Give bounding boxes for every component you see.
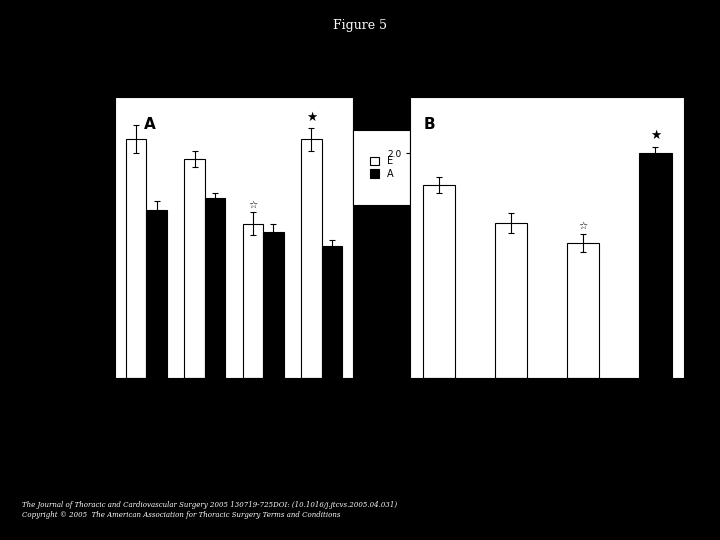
Text: ★: ★ xyxy=(649,129,661,142)
Bar xyxy=(495,223,527,378)
X-axis label: Time after banding (days): Time after banding (days) xyxy=(466,402,629,411)
Bar xyxy=(322,246,342,378)
Text: Copyright © 2005  The American Association for Thoracic Surgery Terms and Condit: Copyright © 2005 The American Associatio… xyxy=(22,511,340,519)
Y-axis label: E/A ratio: E/A ratio xyxy=(372,211,382,265)
Bar xyxy=(204,198,225,378)
Bar xyxy=(301,139,322,378)
Text: B: B xyxy=(424,117,436,132)
Text: A: A xyxy=(144,117,156,132)
Bar xyxy=(126,139,146,378)
Text: Figure 5: Figure 5 xyxy=(333,19,387,32)
X-axis label: Time after banding (days): Time after banding (days) xyxy=(153,402,315,411)
Bar xyxy=(423,185,455,378)
Text: ★: ★ xyxy=(306,111,317,124)
Bar xyxy=(567,243,600,378)
Bar xyxy=(639,153,672,378)
Text: ☆: ☆ xyxy=(579,221,588,231)
Y-axis label: Velocity (cm/s): Velocity (cm/s) xyxy=(73,191,84,284)
Bar xyxy=(264,232,284,378)
Text: ☆: ☆ xyxy=(248,199,258,210)
Text: The Journal of Thoracic and Cardiovascular Surgery 2005 130719-725DOI: (10.1016/: The Journal of Thoracic and Cardiovascul… xyxy=(22,501,397,509)
Bar xyxy=(146,210,167,378)
Bar xyxy=(243,224,264,378)
Legend: E, A: E, A xyxy=(366,153,397,182)
Bar xyxy=(184,159,204,378)
